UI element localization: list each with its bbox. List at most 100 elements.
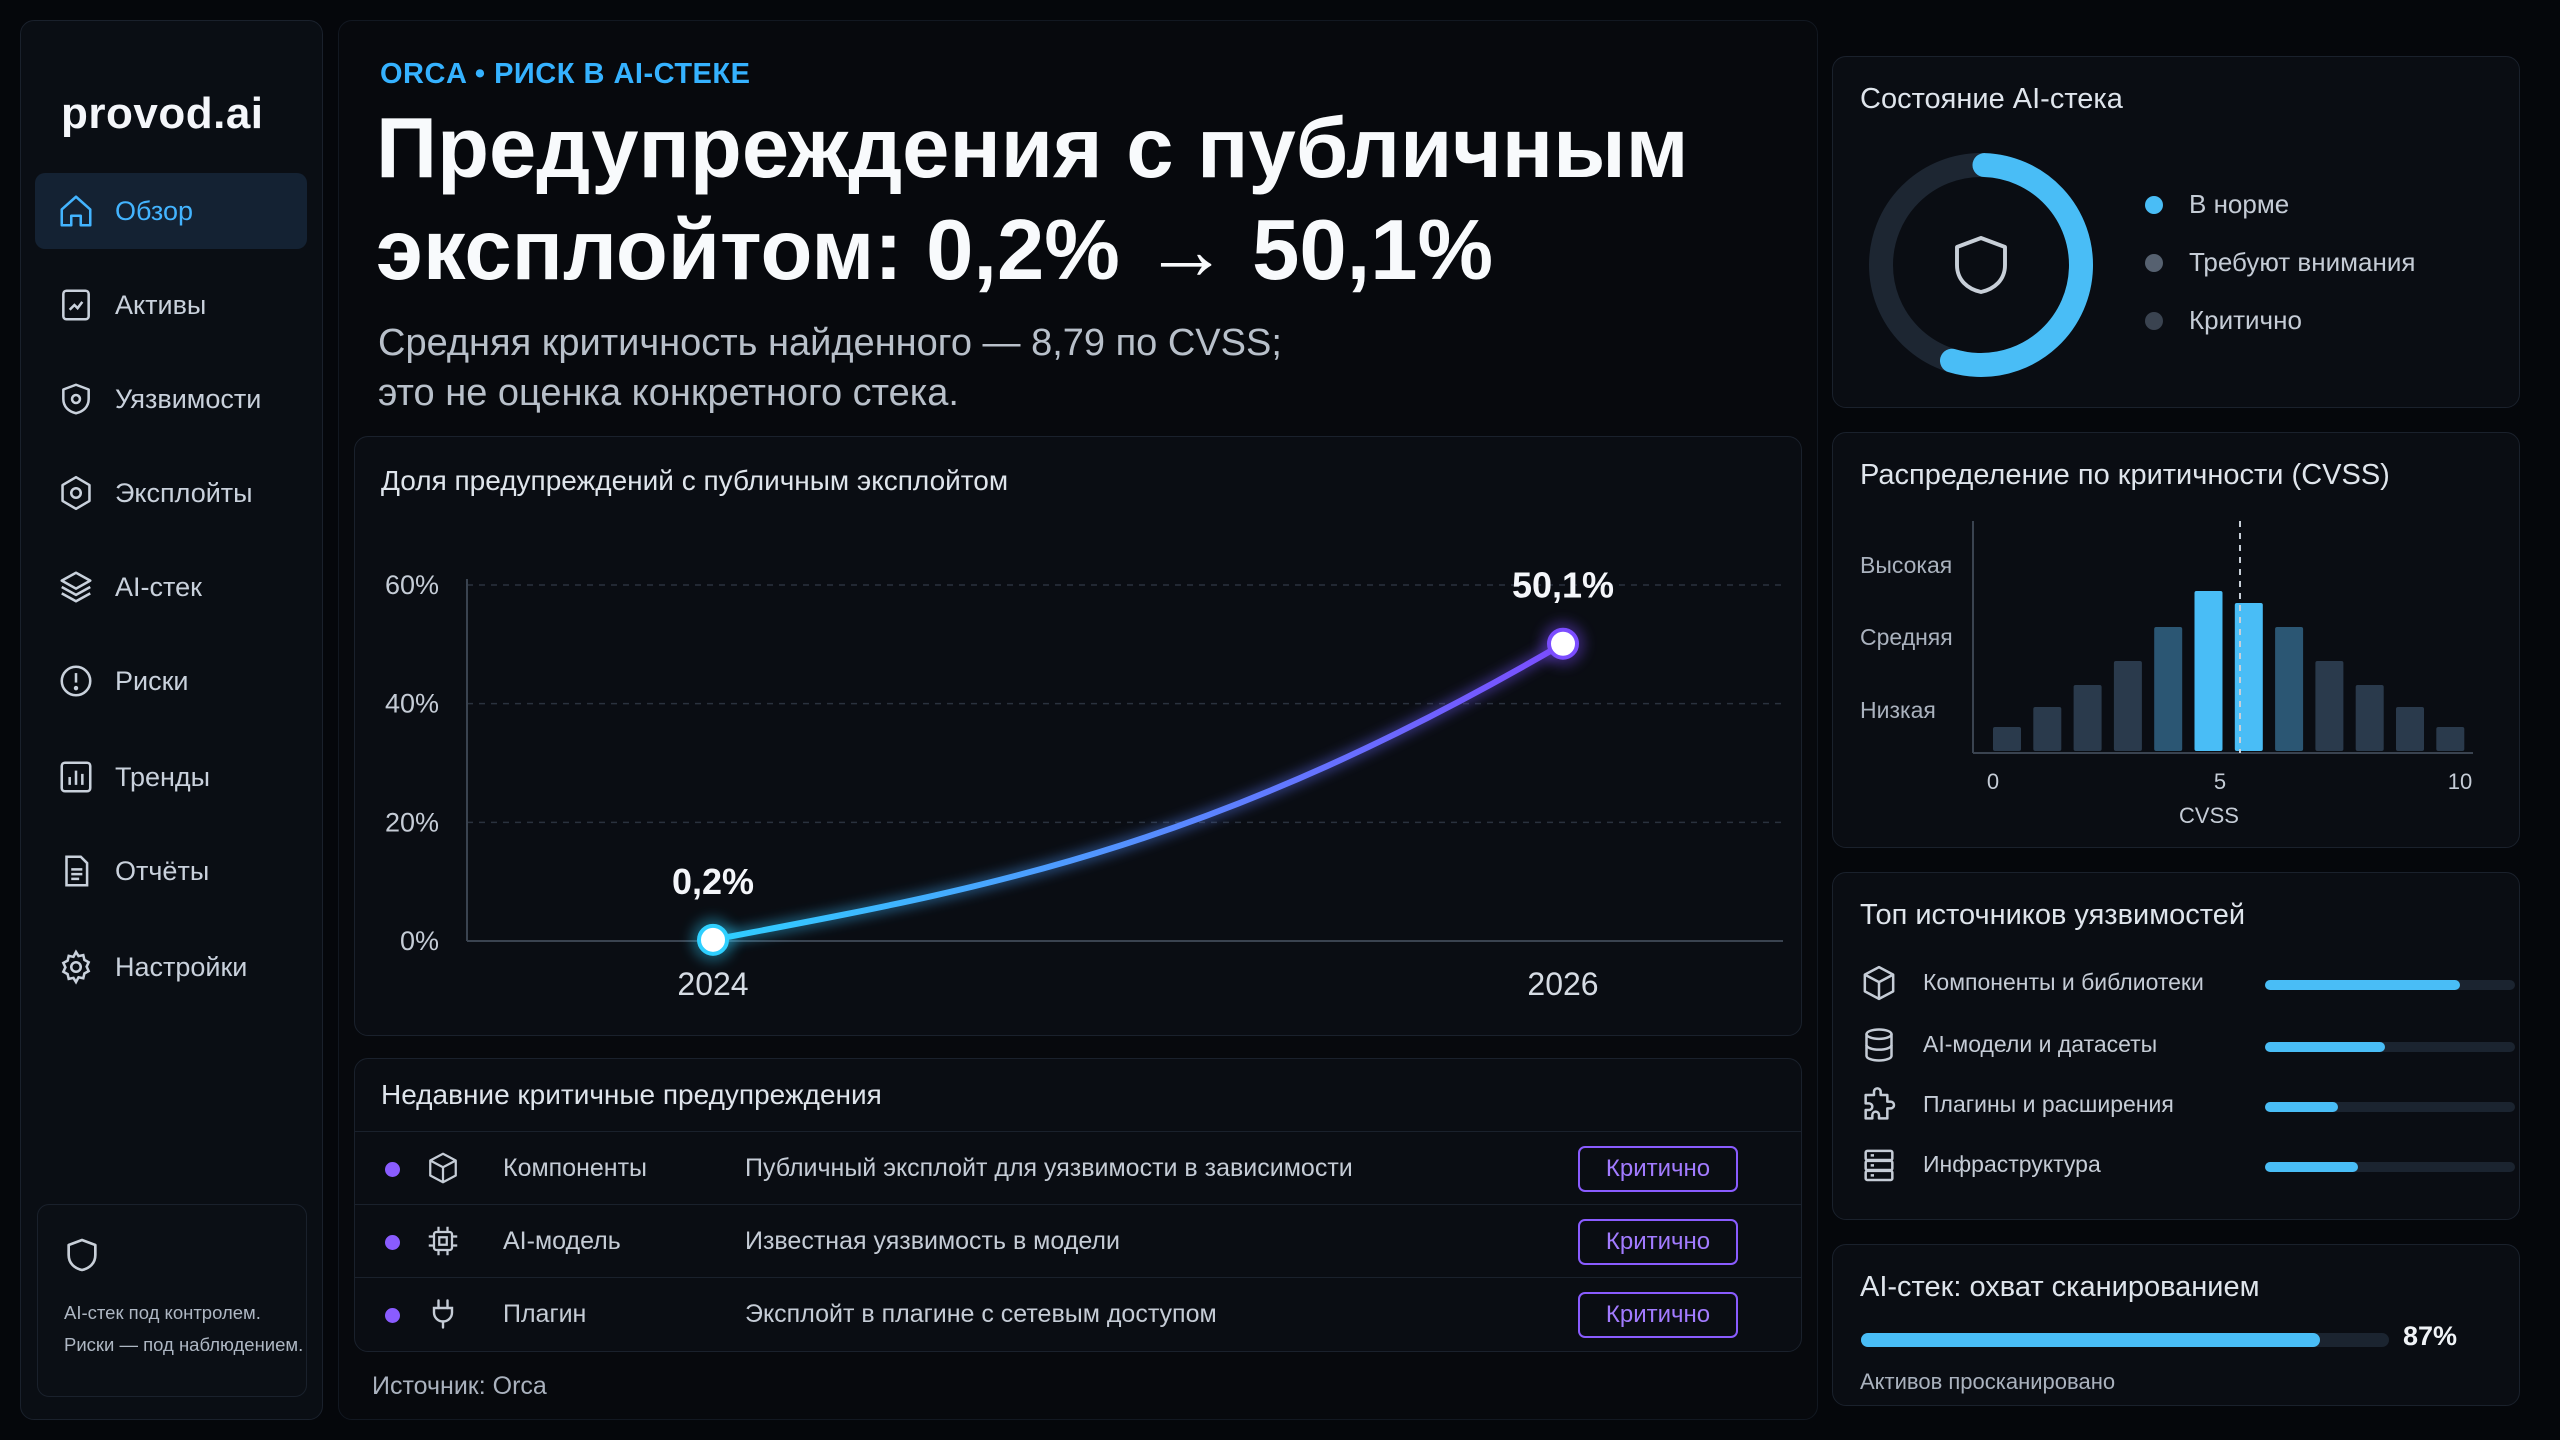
sidebar-item-label: Тренды: [115, 761, 211, 792]
cube-icon: [429, 1152, 457, 1184]
legend-item-attention: Требуют внимания: [2145, 247, 2415, 278]
sidebar-item-trends[interactable]: Тренды: [35, 739, 307, 815]
y-tick-label: 60%: [385, 570, 439, 600]
source-row-models[interactable]: AI-модели и датасеты: [1859, 1025, 2515, 1065]
level-label: Низкая: [1860, 697, 1936, 723]
alert-row[interactable]: Плагин Эксплойт в плагине с сетевым дост…: [355, 1277, 1801, 1350]
status-note-line: AI-стек под контролем.: [64, 1302, 261, 1323]
legend-item-critical: Критично: [2145, 305, 2302, 336]
alert-dot: [385, 1235, 400, 1250]
app-logo: provod.ai: [61, 89, 264, 138]
coverage-caption: Активов просканировано: [1860, 1369, 2116, 1394]
alert-description: Известная уязвимость в модели: [745, 1227, 1120, 1255]
x-axis-label: CVSS: [2179, 803, 2239, 828]
legend-label: Требуют внимания: [2189, 247, 2416, 277]
alert-row[interactable]: Компоненты Публичный эксплойт для уязвим…: [355, 1131, 1801, 1204]
level-label: Средняя: [1860, 624, 1953, 650]
source-row-infrastructure[interactable]: Инфраструктура: [1859, 1145, 2515, 1185]
chart-title: Доля предупреждений с публичным эксплойт…: [381, 465, 1009, 496]
y-tick-label: 40%: [385, 689, 439, 719]
source-bar: [2265, 1102, 2515, 1112]
critical-badge: Критично: [1578, 1292, 1738, 1338]
sidebar-item-ai-stack[interactable]: AI-стек: [35, 549, 307, 625]
source-bar-fill: [2265, 1102, 2338, 1112]
source-row-components[interactable]: Компоненты и библиотеки: [1859, 963, 2515, 1003]
source-bar-fill: [2265, 1162, 2358, 1172]
report-icon: [65, 855, 89, 887]
shield-icon: [62, 383, 90, 415]
histogram-bar: [2355, 685, 2384, 751]
sidebar-item-risks[interactable]: Риски: [35, 643, 307, 719]
gear-icon: [61, 949, 91, 985]
y-tick-label: 20%: [385, 807, 439, 837]
plug-icon: [432, 1299, 454, 1329]
database-icon: [1865, 1028, 1893, 1062]
legend-item-ok: В норме: [2145, 189, 2289, 220]
coverage-bar: [1861, 1333, 2389, 1347]
alert-dot: [385, 1162, 400, 1177]
source-bar: [2265, 980, 2515, 990]
panel-title: AI-стек: охват сканированием: [1860, 1271, 2260, 1303]
panel-title: Топ источников уязвимостей: [1860, 899, 2246, 931]
status-note: AI-стек под контролем. Риски — под наблю…: [37, 1204, 307, 1397]
sidebar-item-assets[interactable]: Активы: [35, 267, 307, 343]
histogram-bar: [2315, 661, 2344, 751]
home-icon: [60, 195, 92, 227]
x-tick: 0: [1987, 769, 1999, 794]
histogram-bar: [2154, 627, 2183, 751]
alert-icon: [60, 665, 92, 697]
sidebar-item-label: Уязвимости: [115, 383, 262, 414]
histogram-bar: [2033, 707, 2062, 751]
legend-dot: [2145, 253, 2163, 272]
y-tick-label: 0%: [400, 926, 439, 956]
cvss-distribution-panel: Распределение по критичности (CVSS) Высо…: [1832, 432, 2520, 848]
alert-description: Публичный эксплойт для уязвимости в зави…: [745, 1154, 1353, 1182]
x-tick-label: 2024: [677, 966, 748, 1002]
coverage-percent: 87%: [2403, 1321, 2458, 1351]
legend-dot: [2145, 311, 2163, 330]
exploit-share-chart: Доля предупреждений с публичным эксплойт…: [354, 436, 1802, 1036]
sidebar-item-overview[interactable]: Обзор: [35, 173, 307, 249]
assets-icon: [62, 289, 90, 321]
cube-icon: [1863, 965, 1895, 1001]
source-bar-fill: [2265, 980, 2460, 990]
status-donut: [1869, 153, 2093, 377]
x-tick-label: 2026: [1527, 966, 1598, 1002]
histogram-bar: [2396, 707, 2424, 751]
sidebar-item-exploits[interactable]: Эксплойты: [35, 455, 307, 531]
sidebar-item-label: Риски: [115, 665, 189, 696]
x-tick: 10: [2448, 769, 2472, 794]
data-label: 0,2%: [672, 861, 754, 902]
sidebar-item-label: Настройки: [115, 951, 248, 982]
source-label: Компоненты и библиотеки: [1923, 969, 2204, 995]
sidebar-item-vulnerabilities[interactable]: Уязвимости: [35, 361, 307, 437]
histogram-bar: [2113, 661, 2142, 751]
sidebar: provod.ai Обзор Активы Уязвимости Экспло…: [20, 20, 323, 1420]
alert-row[interactable]: AI-модель Известная уязвимость в модели …: [355, 1204, 1801, 1277]
layers-icon: [60, 571, 92, 603]
alerts-title: Недавние критичные предупреждения: [381, 1079, 882, 1110]
stack-status-panel: Состояние AI-стека В норме Требуют внима…: [1832, 56, 2520, 408]
page-subtitle-line: Средняя критичность найденного — 8,79 по…: [378, 322, 1282, 364]
source-row-plugins[interactable]: Плагины и расширения: [1859, 1085, 2515, 1125]
sidebar-item-reports[interactable]: Отчёты: [35, 833, 307, 909]
sidebar-item-settings[interactable]: Настройки: [35, 929, 307, 1005]
top-sources-panel: Топ источников уязвимостей Компоненты и …: [1832, 872, 2520, 1220]
histogram-bar: [2275, 627, 2304, 751]
data-label: 50,1%: [1512, 565, 1614, 606]
page-title: Предупреждения с публичным эксплойтом: 0…: [376, 98, 1796, 302]
shield-icon: [1955, 236, 2007, 294]
source-label: Плагины и расширения: [1923, 1091, 2174, 1117]
sidebar-item-label: Активы: [115, 289, 207, 320]
histogram-bar: [2234, 603, 2263, 751]
page-subtitle: Средняя критичность найденного — 8,79 по…: [378, 318, 1282, 418]
source-bar: [2265, 1042, 2515, 1052]
cvss-histogram: Высокая Средняя Низкая 0 5 10 CVSS: [1860, 521, 2473, 828]
level-label: Высокая: [1860, 552, 1952, 578]
x-tick: 5: [2214, 769, 2226, 794]
trend-icon: [60, 761, 92, 793]
eyebrow-label: ORCA • РИСК В AI-СТЕКЕ: [380, 58, 751, 90]
server-icon: [1864, 1149, 1894, 1182]
source-label: Инфраструктура: [1923, 1151, 2101, 1177]
line-chart: 0% 20% 40% 60% 0,2% 2024 50,1% 2026: [385, 565, 1783, 1002]
